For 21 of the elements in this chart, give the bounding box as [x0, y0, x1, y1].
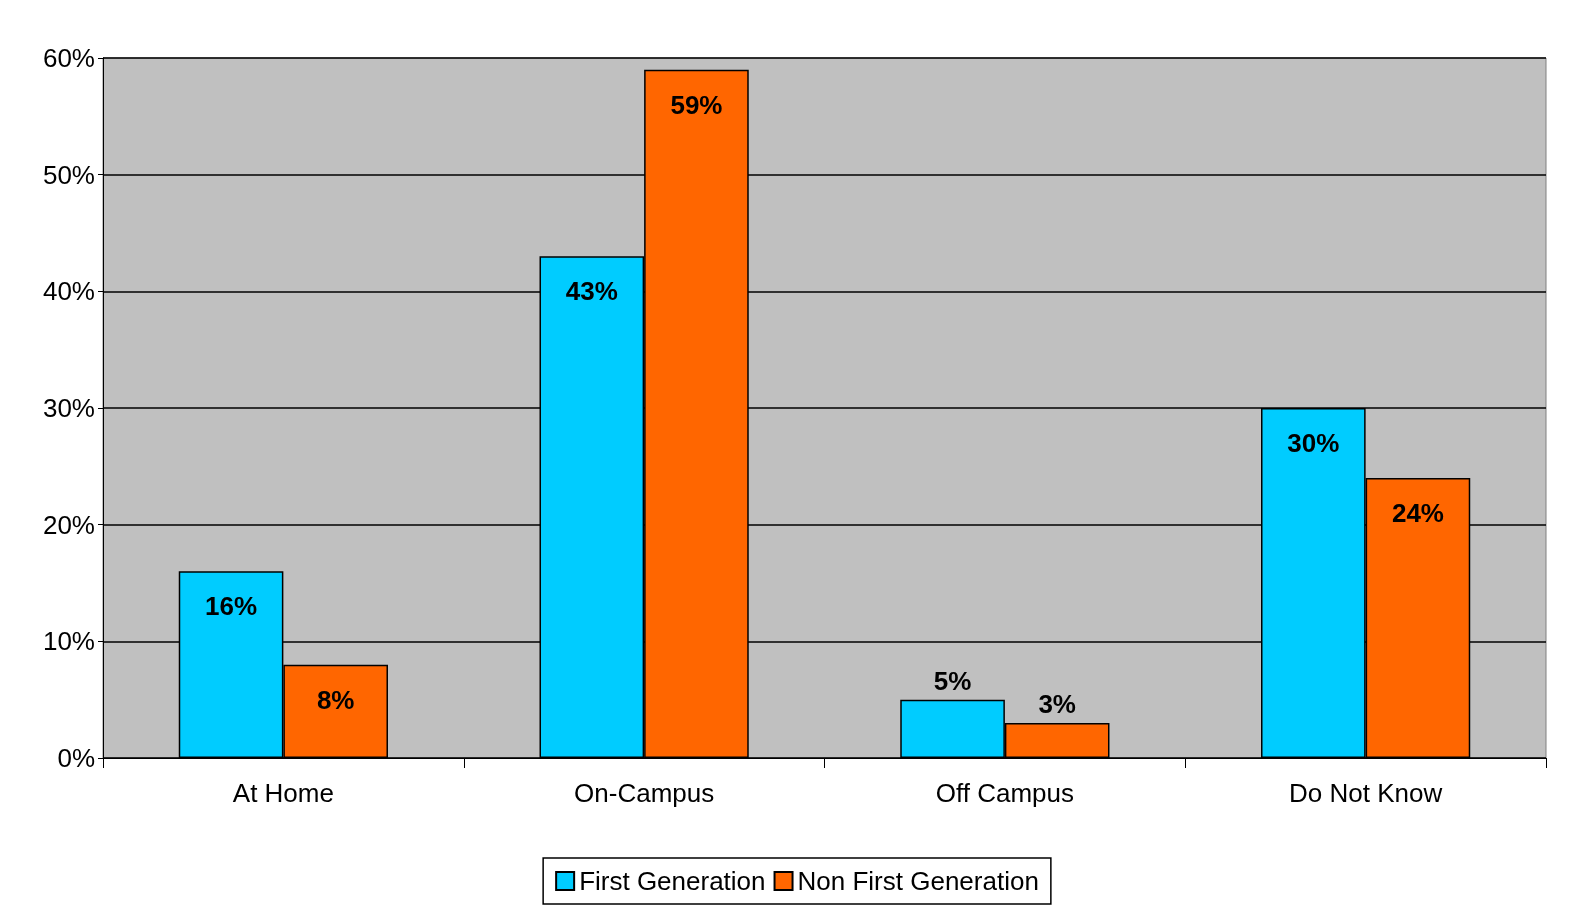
y-tick-label: 0% [57, 743, 95, 773]
data-label: 3% [1038, 689, 1076, 719]
y-tick-label: 50% [42, 159, 95, 190]
x-tick-label: On-Campus [574, 778, 715, 808]
data-label: 24% [1391, 498, 1444, 528]
data-label: 43% [565, 276, 618, 307]
data-label: 30% [1287, 428, 1340, 458]
y-tick-label: 40% [42, 276, 95, 307]
legend-label: First Generation [579, 866, 766, 896]
data-label: 59% [670, 89, 723, 120]
y-tick-label: 10% [42, 626, 95, 657]
y-tick-label: 30% [42, 393, 95, 423]
x-tick-label: At Home [232, 778, 334, 808]
x-tick-label: Off Campus [935, 778, 1074, 808]
y-tick-label: 60% [42, 43, 95, 73]
x-tick-label: Do Not Know [1289, 778, 1443, 808]
data-label: 16% [205, 591, 258, 622]
y-tick-label: 20% [42, 509, 95, 540]
data-label: 8% [316, 684, 355, 715]
data-label: 5% [933, 665, 972, 696]
legend-label: Non First Generation [797, 866, 1039, 896]
